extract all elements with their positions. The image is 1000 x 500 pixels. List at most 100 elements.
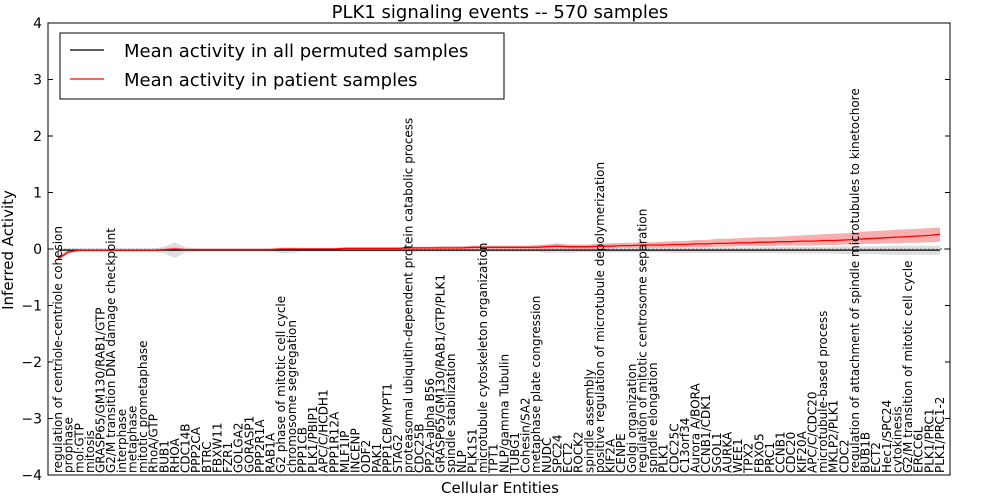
x-tick-label: regulation of mitotic centrosome separat… — [636, 209, 650, 473]
x-tick-label: ECT2 — [869, 442, 883, 473]
x-tick-label: GORASP1 — [242, 416, 256, 473]
x-tick-label: PLK1S1 — [465, 428, 479, 473]
y-tick-label: −3 — [21, 412, 42, 428]
x-tick-label: PPP2CA — [189, 426, 203, 473]
x-tick-label: SGOL1 — [710, 432, 724, 473]
x-tick-label: PLK1/PRC1 — [922, 409, 936, 473]
x-tick-label: C13orf34 — [678, 418, 692, 473]
x-tick-label: prophase — [62, 417, 76, 473]
x-tick-label: CENPE — [614, 433, 628, 473]
x-tick-label: KIF20A — [795, 430, 809, 473]
x-tick-label: TPX2 — [742, 443, 756, 474]
x-tick-label: PPP1R12A — [327, 411, 341, 473]
x-tick-label: RAB1A — [264, 432, 278, 473]
legend-box — [59, 32, 505, 100]
patient-band — [58, 227, 940, 261]
x-tick-label: GRASP65/GM130/RAB1/GTP — [94, 307, 108, 473]
x-tick-label: FZR1 — [221, 442, 235, 473]
x-axis-label: Cellular Entities — [441, 479, 559, 497]
x-tick-label: PPP1CB — [295, 427, 309, 473]
x-tick-label: metaphase — [125, 406, 139, 473]
x-tick-label: spindle elongation — [646, 362, 660, 473]
x-tick-labels: regulation of centriole-centriole cohesi… — [51, 88, 947, 474]
x-tick-label: PPP2R1A — [253, 419, 267, 473]
x-tick-label: APC/C/CDC20 — [806, 391, 820, 473]
x-tick-label: TUBG1 — [508, 432, 522, 474]
x-tick-label: CDC2 — [837, 439, 851, 473]
legend-label-patient: Mean activity in patient samples — [124, 70, 418, 91]
x-tick-label: BUB1B — [859, 432, 873, 473]
x-tick-label: MLF1IP — [338, 431, 352, 473]
x-tick-label: interphase — [115, 409, 129, 473]
x-tick-label: Golgi organization — [625, 364, 639, 473]
x-tick-label: CCNB1 — [774, 431, 788, 473]
x-tick-label: G2/M transition DNA damage checkpoint — [104, 228, 118, 473]
x-tick-label: Hec1/SPC24 — [880, 400, 894, 473]
x-tick-label: Cohesin/SA2 — [519, 397, 533, 473]
x-tick-label: TPT1 — [487, 443, 501, 474]
x-tick-label: CDC20 — [784, 432, 798, 473]
y-tick-label: −1 — [21, 299, 42, 315]
patient-mean-line — [57, 233, 941, 260]
x-tick-label: positive regulation of microtubule depol… — [593, 162, 607, 473]
x-tick-label: metaphase plate congression — [529, 296, 543, 473]
x-tick-label: mol:GTP — [72, 423, 86, 473]
x-tick-label: spindle stabilization — [444, 353, 458, 473]
x-tick-label: regulation of centriole-centriole cohesi… — [51, 226, 65, 473]
x-tick-label: PRC1 — [763, 442, 777, 473]
y-tick-label: 1 — [33, 186, 42, 202]
x-tick-label: chromosome segregation — [285, 320, 299, 473]
x-tick-label: PP2A-alpha B56 — [423, 378, 437, 473]
x-tick-label: WEE1 — [731, 438, 745, 473]
x-tick-label: PAK1 — [370, 443, 384, 473]
x-tick-label: GOLGA2 — [232, 422, 246, 473]
x-tick-label: NLP — [455, 450, 469, 473]
y-tick-label: −2 — [21, 355, 42, 371]
x-tick-label: cytokinesis — [891, 406, 905, 473]
x-tick-label: spindle assembly — [582, 369, 596, 473]
x-tick-label: RhoA/GTP — [147, 414, 161, 473]
x-tick-label: RHOA — [168, 437, 182, 473]
x-tick-label: SPC24 — [550, 434, 564, 473]
x-tick-label: regulation of attachment of spindle micr… — [848, 88, 862, 473]
x-tick-label: AURKA — [721, 431, 735, 473]
x-tick-label: ODF2 — [359, 440, 373, 473]
x-tick-label: PPP1CB/MYPT1 — [380, 383, 394, 473]
y-tick-label: 2 — [33, 129, 42, 145]
chart-title: PLK1 signaling events -- 570 samples — [332, 2, 669, 23]
y-tick-label: 3 — [33, 73, 42, 89]
legend-label-permuted: Mean activity in all permuted samples — [124, 41, 468, 62]
x-tick-label: mitosis — [83, 430, 97, 473]
plot-area — [48, 227, 950, 261]
y-axis-label: Inferred Activity — [0, 190, 17, 310]
x-tick-label: STAG2 — [391, 434, 405, 473]
y-axis: −4 −3 −2 −1 0 1 2 3 4 — [21, 16, 950, 484]
x-tick-label: CCNB1/CDK1 — [699, 394, 713, 473]
x-tick-label: FBXO5 — [752, 433, 766, 473]
legend: Mean activity in all permuted samples Me… — [59, 32, 505, 100]
x-tick-label: ECT2 — [561, 442, 575, 473]
x-tick-label: G2 phase of mitotic cell cycle — [274, 296, 288, 473]
x-tick-label: PLK1/PBIP1 — [306, 406, 320, 473]
x-tick-label: microtubule-based process — [816, 311, 830, 473]
x-tick-label: G2/M transition of mitotic cell cycle — [901, 260, 915, 473]
y-tick-label: 0 — [33, 242, 42, 258]
x-tick-label: ROCK2 — [572, 431, 586, 473]
x-tick-label: BTRC — [200, 441, 214, 473]
x-tick-label: GRASP65/GM130/RAB1/GTP/PLK1 — [434, 274, 448, 473]
x-tick-label: mitotic prometaphase — [136, 341, 150, 474]
x-tick-label: NLP/gamma Tubulin — [497, 354, 511, 473]
x-tick-label: INCENP — [349, 428, 363, 473]
y-tick-label: −4 — [21, 468, 42, 484]
x-tick-label: NUDC — [540, 438, 554, 473]
x-tick-label: BUB1 — [157, 440, 171, 473]
x-tick-label: MKLP2/PLK1 — [827, 400, 841, 473]
x-tick-label: PLK1 — [657, 444, 671, 473]
y-tick-label: 4 — [33, 16, 42, 32]
x-tick-label: FBXW11 — [210, 423, 224, 474]
x-tick-label: CDC14B — [179, 424, 193, 474]
x-tick-label: PLK1/PRC1-2 — [933, 397, 947, 473]
x-tick-label: ERCC6L — [912, 426, 926, 473]
x-tick-label: KIF2A — [604, 438, 618, 473]
